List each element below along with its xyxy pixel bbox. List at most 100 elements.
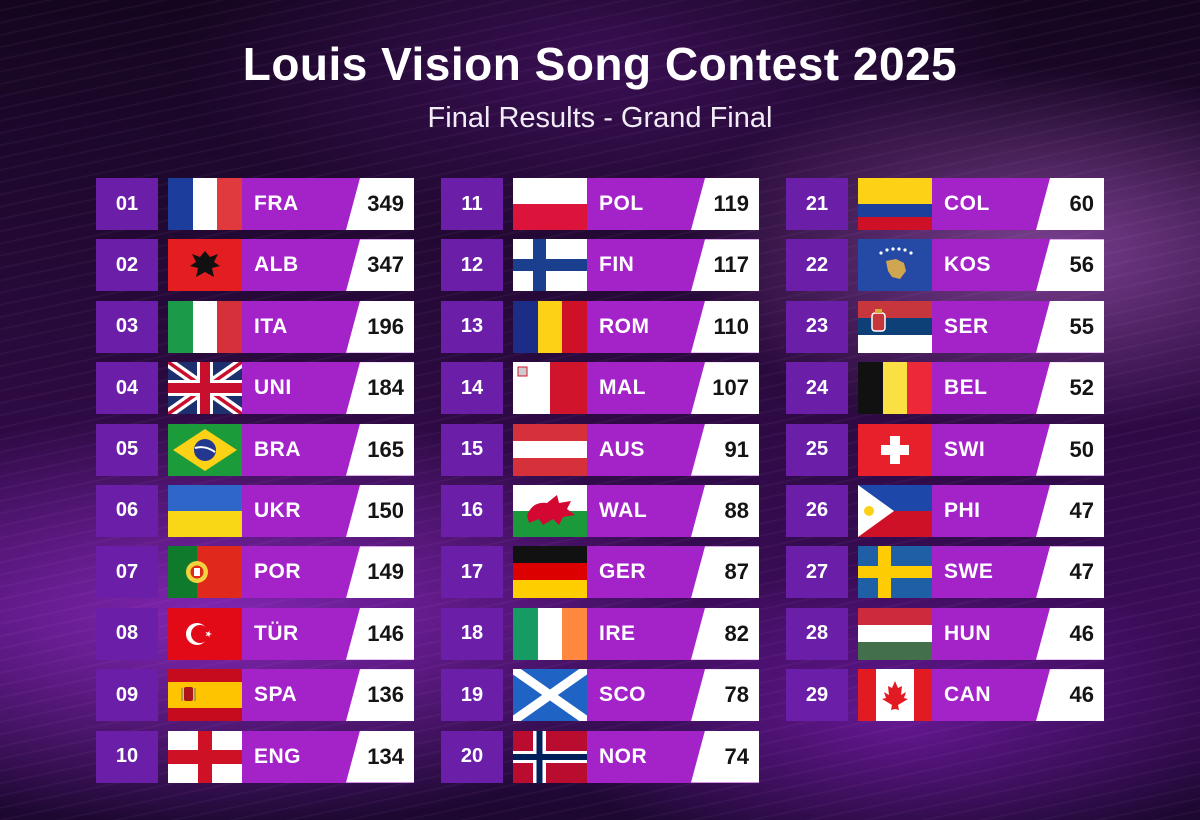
united-kingdom-flag-icon xyxy=(168,362,242,415)
rank-badge: 29 xyxy=(786,669,848,722)
points-value: 88 xyxy=(691,484,759,537)
rank-badge: 03 xyxy=(96,300,158,353)
points-value: 110 xyxy=(691,300,759,353)
malta-flag-icon xyxy=(513,362,587,415)
england-flag-icon xyxy=(168,730,242,783)
italy-flag-icon xyxy=(168,300,242,353)
poland-flag-icon xyxy=(513,178,587,230)
rank-badge: 21 xyxy=(786,178,848,230)
country-code: ITA xyxy=(254,314,288,338)
rank-badge: 02 xyxy=(96,239,158,292)
rank-badge: 19 xyxy=(441,669,503,722)
rank-badge: 26 xyxy=(786,484,848,537)
points-value: 56 xyxy=(1036,239,1104,292)
country-bar: FIN 117 xyxy=(513,239,759,292)
country-bar: WAL 88 xyxy=(513,484,759,537)
philippines-flag-icon xyxy=(858,484,932,537)
rank-badge: 20 xyxy=(441,730,503,783)
germany-flag-icon xyxy=(513,546,587,599)
country-code: PHI xyxy=(944,498,981,522)
country-code: BEL xyxy=(944,376,988,400)
country-code: WAL xyxy=(599,498,648,522)
points-value: 146 xyxy=(346,607,414,660)
country-code: UNI xyxy=(254,376,292,400)
country-code: MAL xyxy=(599,376,646,400)
country-code: COL xyxy=(944,192,990,215)
portugal-flag-icon xyxy=(168,546,242,599)
points-value: 47 xyxy=(1036,484,1104,537)
country-code: GER xyxy=(599,560,647,584)
rank-badge: 25 xyxy=(786,423,848,476)
points-value: 107 xyxy=(691,362,759,415)
points-value: 136 xyxy=(346,669,414,722)
header: Louis Vision Song Contest 2025 Final Res… xyxy=(0,36,1200,136)
points-value: 87 xyxy=(691,546,759,599)
country-code: FRA xyxy=(254,192,299,215)
country-bar: COL 60 xyxy=(858,178,1104,230)
points-value: 149 xyxy=(346,546,414,599)
rank-badge: 06 xyxy=(96,484,158,537)
country-bar: ENG 134 xyxy=(168,730,414,783)
country-code: SWE xyxy=(944,560,994,584)
points-value: 165 xyxy=(346,423,414,476)
rank-badge: 04 xyxy=(96,362,158,415)
rank-badge: 27 xyxy=(786,546,848,599)
france-flag-icon xyxy=(168,178,242,230)
rank-badge: 15 xyxy=(441,423,503,476)
kosovo-flag-icon xyxy=(858,239,932,292)
ukraine-flag-icon xyxy=(168,484,242,537)
country-bar: TÜR 146 xyxy=(168,607,414,660)
rank-badge: 09 xyxy=(96,669,158,722)
points-value: 46 xyxy=(1036,669,1104,722)
romania-flag-icon xyxy=(513,300,587,353)
ireland-flag-icon xyxy=(513,607,587,660)
finland-flag-icon xyxy=(513,239,587,292)
country-code: UKR xyxy=(254,498,301,522)
country-bar: CAN 46 xyxy=(858,669,1104,722)
norway-flag-icon xyxy=(513,730,587,783)
country-bar: PHI 47 xyxy=(858,484,1104,537)
country-bar: IRE 82 xyxy=(513,607,759,660)
rank-badge: 22 xyxy=(786,239,848,292)
rank-badge: 11 xyxy=(441,178,503,230)
points-value: 91 xyxy=(691,423,759,476)
rank-badge: 10 xyxy=(96,730,158,783)
rank-badge: 24 xyxy=(786,362,848,415)
country-bar: HUN 46 xyxy=(858,607,1104,660)
rank-badge: 08 xyxy=(96,607,158,660)
points-value: 117 xyxy=(691,239,759,292)
points-value: 55 xyxy=(1036,300,1104,353)
country-code: HUN xyxy=(944,621,991,645)
country-code: POR xyxy=(254,560,302,584)
rank-badge: 17 xyxy=(441,546,503,599)
points-value: 119 xyxy=(691,178,759,230)
country-code: ENG xyxy=(254,744,302,768)
rank-badge: 14 xyxy=(441,362,503,415)
country-bar: SER 55 xyxy=(858,300,1104,353)
country-bar: SWI 50 xyxy=(858,423,1104,476)
wales-flag-icon xyxy=(513,484,587,537)
country-code: SPA xyxy=(254,683,298,707)
country-bar: BRA 165 xyxy=(168,423,414,476)
country-code: SWI xyxy=(944,437,986,461)
country-bar: AUS 91 xyxy=(513,423,759,476)
country-bar: ROM 110 xyxy=(513,300,759,353)
country-code: SCO xyxy=(599,683,647,707)
country-bar: UKR 150 xyxy=(168,484,414,537)
sweden-flag-icon xyxy=(858,546,932,599)
country-bar: FRA 349 xyxy=(168,178,414,230)
points-value: 349 xyxy=(346,178,414,230)
rank-badge: 13 xyxy=(441,300,503,353)
brazil-flag-icon xyxy=(168,423,242,476)
points-value: 46 xyxy=(1036,607,1104,660)
rank-badge: 23 xyxy=(786,300,848,353)
switzerland-flag-icon xyxy=(858,423,932,476)
points-value: 50 xyxy=(1036,423,1104,476)
country-code: TÜR xyxy=(254,621,299,645)
country-bar: SCO 78 xyxy=(513,669,759,722)
points-value: 78 xyxy=(691,669,759,722)
country-code: ALB xyxy=(254,253,299,277)
rank-badge: 07 xyxy=(96,546,158,599)
points-value: 150 xyxy=(346,484,414,537)
country-bar: MAL 107 xyxy=(513,362,759,415)
